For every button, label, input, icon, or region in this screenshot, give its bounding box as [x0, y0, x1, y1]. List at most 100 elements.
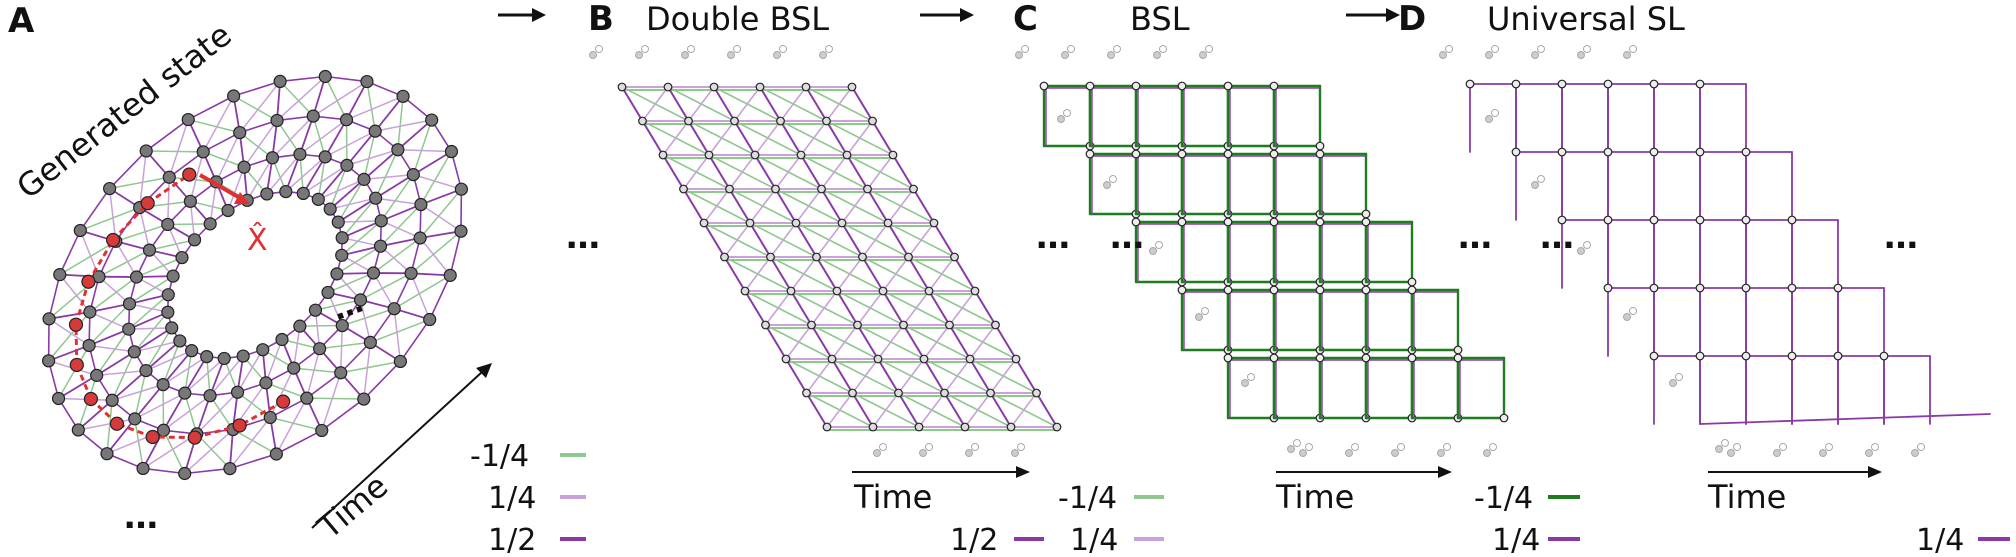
lattice-edge: [866, 188, 889, 224]
lattice-node: [991, 320, 1000, 330]
lattice-node: [802, 388, 811, 398]
lattice-node: [1315, 217, 1325, 227]
lattice-node: [142, 243, 157, 257]
lattice-node: [1499, 413, 1509, 423]
time-axis-arrow-c: [1276, 466, 1452, 478]
lattice-edge: [897, 392, 920, 428]
lattice-node: [1741, 147, 1751, 157]
lattice-node: [1557, 147, 1567, 157]
lattice-edge: [877, 358, 900, 394]
lattice-edge: [969, 324, 997, 360]
lattice-edge: [369, 318, 431, 344]
generator-path: [194, 423, 241, 440]
lattice-edge: [359, 299, 372, 344]
lattice-edge: [341, 197, 377, 239]
lattice-edge: [196, 433, 231, 470]
faint-site: [1015, 51, 1023, 59]
lattice-edge: [162, 340, 181, 386]
lattice-edge: [866, 154, 894, 190]
legend-a-label-3: 1/2: [488, 523, 536, 557]
faint-site: [1109, 175, 1117, 183]
lattice-edge: [284, 153, 301, 193]
lattice-edge: [339, 360, 402, 374]
lattice-node: [1695, 79, 1705, 89]
lattice-node: [970, 286, 980, 296]
ellipsis-b-right: …: [1036, 217, 1070, 257]
lattice-edge: [77, 418, 136, 431]
lattice-node: [279, 184, 293, 199]
lattice-node: [330, 267, 344, 281]
legend-b-label-1: -1/4: [1058, 481, 1117, 516]
lattice-node: [776, 116, 785, 126]
lattice-edge: [774, 188, 797, 224]
lattice-node: [1833, 351, 1843, 361]
lattice-edge: [238, 80, 281, 134]
lattice-node: [396, 89, 410, 103]
lattice-node: [237, 160, 251, 174]
faint-site: [1057, 115, 1065, 123]
lattice-node: [827, 354, 837, 364]
lattice-edge: [127, 327, 173, 330]
faint-site: [1195, 313, 1203, 321]
lattice-edge: [363, 173, 415, 181]
lattice-edge: [48, 318, 90, 347]
lattice-edge: [749, 222, 772, 258]
lattice-node: [311, 192, 325, 206]
lattice-edge: [861, 222, 889, 258]
lattice-node: [173, 334, 187, 348]
lattice-edge: [232, 95, 278, 122]
lattice-edge: [299, 115, 315, 156]
lattice-edge: [923, 358, 946, 394]
lattice-edge: [337, 178, 365, 223]
lattice-node: [404, 266, 418, 280]
generator-node: [187, 430, 202, 445]
panel-d-letter: D: [1398, 0, 1426, 39]
faint-site: [1773, 449, 1781, 457]
faint-site: [925, 443, 933, 451]
legend-b-label-3: 1/2: [950, 523, 998, 557]
lattice-edge: [299, 118, 348, 156]
lattice-node: [265, 151, 280, 165]
lattice-edge: [856, 290, 884, 326]
lattice-node: [1787, 283, 1797, 293]
faint-site: [779, 45, 787, 53]
faint-site: [873, 449, 881, 457]
lattice-edge: [302, 164, 348, 195]
lattice-node: [1649, 283, 1659, 293]
lattice-node: [315, 423, 329, 438]
lattice-edge: [703, 222, 726, 258]
lattice-edge: [363, 130, 376, 181]
faint-site: [1491, 45, 1499, 53]
faint-site: [1391, 449, 1399, 457]
lattice-node: [161, 305, 175, 319]
lattice-node: [1052, 422, 1062, 432]
lattice-node: [801, 82, 811, 92]
lattice-edge: [846, 154, 869, 190]
legend-a-label-1: -1/4: [470, 439, 529, 474]
lattice-edge: [265, 382, 308, 399]
faint-site: [1011, 449, 1019, 457]
faint-site: [1485, 115, 1493, 123]
lattice-edge: [162, 392, 186, 432]
lattice-edge: [703, 188, 731, 224]
lattice-node: [617, 82, 627, 92]
lattice-node: [842, 150, 852, 160]
faint-site: [1537, 175, 1545, 183]
lattice-edge: [329, 178, 365, 210]
lattice-edge: [723, 256, 746, 292]
lattice-edge: [246, 157, 274, 202]
lattice-node: [750, 150, 760, 160]
lattice-edge: [48, 273, 61, 320]
lattice-node: [929, 218, 939, 228]
faint-site: [1911, 449, 1919, 457]
faint-site: [727, 51, 735, 59]
lattice-edge: [374, 197, 422, 206]
time-axis-arrow-d: [1708, 466, 1882, 478]
panel-c-time-label: Time: [1275, 478, 1354, 516]
lattice-node: [837, 218, 847, 228]
lattice-edge: [275, 429, 323, 455]
lattice-edge: [58, 229, 82, 276]
lattice-node: [306, 109, 320, 123]
lattice-edge: [285, 156, 326, 193]
